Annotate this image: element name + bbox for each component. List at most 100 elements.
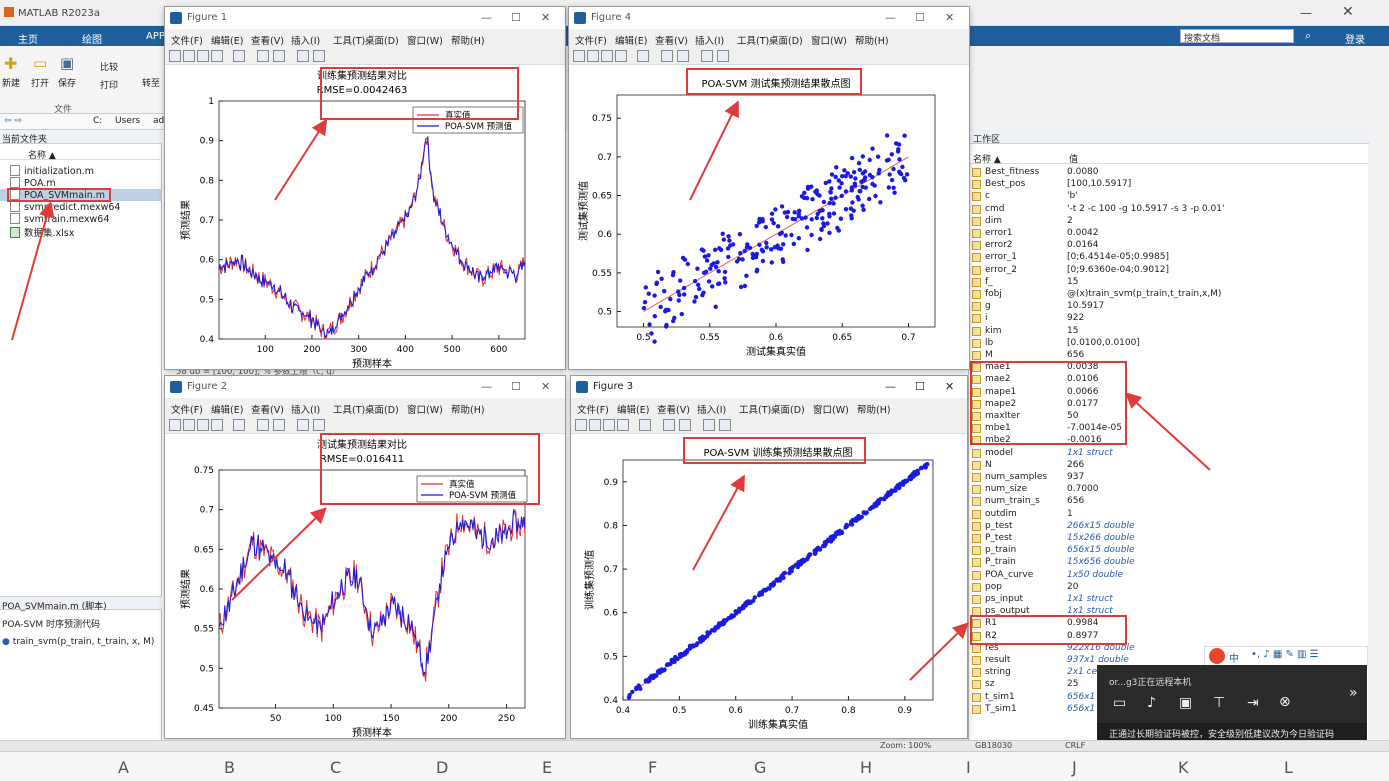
close-circle-icon[interactable]: ⊗	[1279, 694, 1291, 710]
toolbar-icon[interactable]	[297, 419, 309, 431]
toolbar-icon[interactable]	[313, 50, 325, 62]
workspace-row[interactable]: R1 0.9984	[969, 618, 1369, 630]
toolbar-icon[interactable]	[273, 419, 285, 431]
figure-menu-item[interactable]: 桌面(D)	[365, 405, 399, 416]
toolbar-icon[interactable]	[719, 419, 731, 431]
toolbar-icon[interactable]	[297, 50, 309, 62]
figure-menu-item[interactable]: 文件(F)	[577, 405, 609, 416]
figure-menu-item[interactable]: 桌面(D)	[771, 405, 805, 416]
workspace-row[interactable]: num_train_s 656	[969, 496, 1369, 508]
figure-menu-item[interactable]: 插入(I)	[695, 36, 725, 47]
workspace-row[interactable]: num_size 0.7000	[969, 484, 1369, 496]
workspace-row[interactable]: POA_curve 1x50 double	[969, 570, 1369, 582]
workspace-row[interactable]: t_sim1 656x1 d	[969, 692, 1369, 704]
figure-menu-item[interactable]: 窗口(W)	[407, 405, 443, 416]
close-button[interactable]: ✕	[541, 380, 551, 393]
minimize-button[interactable]: —	[885, 11, 896, 24]
figure-menu-item[interactable]: 文件(F)	[575, 36, 607, 47]
workspace-row[interactable]: dim 2	[969, 216, 1369, 228]
file-item[interactable]: POA.m	[10, 177, 56, 189]
toolbar-icon[interactable]	[679, 419, 691, 431]
expand-icon[interactable]: »	[1349, 685, 1358, 701]
minimize-button[interactable]: —	[481, 11, 492, 24]
toolbar-icon[interactable]	[701, 50, 713, 62]
login-link[interactable]: 登录	[1345, 35, 1365, 46]
figure-window-1[interactable]: Figure 1 — ☐ ✕ 文件(F) 编辑(E) 查看(V) 插入(I) 工具(T) 桌面…	[164, 6, 566, 370]
workspace-row[interactable]: mae1 0.0038	[969, 362, 1369, 374]
toolbar-icon[interactable]	[183, 50, 195, 62]
toolbar-icon[interactable]	[661, 50, 673, 62]
workspace-row[interactable]: mape2 0.0177	[969, 399, 1369, 411]
workspace-row[interactable]: num_samples 937	[969, 472, 1369, 484]
maximize-button[interactable]: ☐	[511, 11, 521, 24]
chat-icon[interactable]: ▭	[1113, 695, 1127, 711]
figure-menu-item[interactable]: 查看(V)	[251, 36, 284, 47]
toolbar-icon[interactable]	[663, 419, 675, 431]
open-button-label[interactable]: 打开	[31, 79, 50, 89]
workspace-columns[interactable]: 名称 ▲ 值	[969, 150, 1369, 165]
ime-mode[interactable]: 中	[1229, 654, 1239, 665]
toolbar-icon[interactable]	[717, 50, 729, 62]
workspace-row[interactable]: Best_fitness 0.0080	[969, 167, 1369, 179]
figure-menu-item[interactable]: 文件(F)	[171, 405, 203, 416]
new-button-label[interactable]: 新建	[2, 79, 21, 89]
column-header[interactable]: F	[648, 758, 658, 777]
file-list-header[interactable]: 名称 ▲	[0, 146, 162, 161]
workspace-row[interactable]: model 1x1 struct	[969, 448, 1369, 460]
maximize-button[interactable]: ☐	[915, 11, 925, 24]
toolbar-icon[interactable]	[273, 50, 285, 62]
toolbar-icon[interactable]	[211, 50, 223, 62]
workspace-row[interactable]: P_test 15x266 double	[969, 533, 1369, 545]
toolbar-icon[interactable]	[169, 50, 181, 62]
workspace-row[interactable]: p_test 266x15 double	[969, 521, 1369, 533]
back-forward-icon[interactable]: ⇦ ⇨	[4, 116, 22, 126]
save-button-label[interactable]: 保存	[58, 79, 77, 89]
path-c[interactable]: C:	[93, 116, 103, 126]
workspace-row[interactable]: maxIter 50	[969, 411, 1369, 423]
toolbar-icon[interactable]	[183, 419, 195, 431]
figure-window-3[interactable]: Figure 3 — ☐ ✕ 文件(F) 编辑(E) 查看(V) 插入(I) 工具(T) 桌面…	[570, 375, 968, 739]
workspace-row[interactable]: string 2x1 cell	[969, 667, 1369, 679]
exit-icon[interactable]: ⇥	[1247, 695, 1259, 711]
figure-menu-item[interactable]: 帮助(H)	[451, 405, 485, 416]
toolbar-icon[interactable]	[575, 419, 587, 431]
path-users[interactable]: Users	[115, 116, 141, 126]
toolbar-icon[interactable]	[703, 419, 715, 431]
figure-menu-item[interactable]: 插入(I)	[291, 36, 321, 47]
toolbar-icon[interactable]	[615, 50, 627, 62]
goto-button[interactable]: 转至	[142, 79, 161, 89]
workspace-row[interactable]: fobj @(x)train_svm(p_train,t_train,x,M)	[969, 289, 1369, 301]
figure-menu-item[interactable]: 帮助(H)	[855, 36, 889, 47]
upload-icon[interactable]: ⊤	[1213, 695, 1226, 711]
workspace-row[interactable]: error2 0.0164	[969, 240, 1369, 252]
figure-menu-item[interactable]: 编辑(E)	[617, 405, 650, 416]
column-header[interactable]: D	[436, 758, 449, 777]
column-header[interactable]: J	[1072, 758, 1077, 777]
figure-menu-item[interactable]: 查看(V)	[655, 36, 688, 47]
figure-menu-item[interactable]: 插入(I)	[291, 405, 321, 416]
screen-icon[interactable]: ▣	[1179, 695, 1193, 711]
toolbar-icon[interactable]	[617, 419, 629, 431]
figure-menu-item[interactable]: 插入(I)	[697, 405, 727, 416]
close-button[interactable]: ✕	[945, 380, 955, 393]
workspace-row[interactable]: i 922	[969, 313, 1369, 325]
figure-menu-item[interactable]: 窗口(W)	[811, 36, 847, 47]
toolbar-icon[interactable]	[601, 50, 613, 62]
compare-button[interactable]: 比较	[100, 63, 119, 73]
figure-menu-item[interactable]: 窗口(W)	[407, 36, 443, 47]
figure-menu-item[interactable]: 编辑(E)	[211, 405, 244, 416]
address-bar[interactable]: ⇦ ⇨ C: Users ad	[0, 114, 170, 130]
toolbar-icon[interactable]	[197, 50, 209, 62]
maximize-button[interactable]: ☐	[511, 380, 521, 393]
figure-menu-item[interactable]: 桌面(D)	[769, 36, 803, 47]
workspace-row[interactable]: mae2 0.0106	[969, 374, 1369, 386]
workspace-row[interactable]: ps_input 1x1 struct	[969, 594, 1369, 606]
column-header[interactable]: B	[224, 758, 235, 777]
workspace-row[interactable]: mape1 0.0066	[969, 387, 1369, 399]
toolbar-icon[interactable]	[677, 50, 689, 62]
figure-menu-item[interactable]: 工具(T)	[739, 405, 772, 416]
workspace-row[interactable]: p_train 656x15 double	[969, 545, 1369, 557]
column-header[interactable]: E	[542, 758, 553, 777]
workspace-row[interactable]: cmd '-t 2 -c 100 -g 10.5917 -s 3 -p 0.01'	[969, 204, 1369, 216]
figure-menu-item[interactable]: 查看(V)	[657, 405, 690, 416]
